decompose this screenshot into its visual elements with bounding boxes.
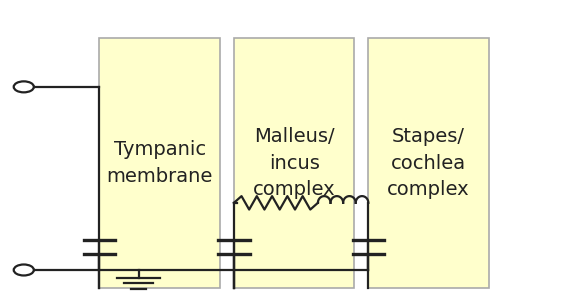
Text: Malleus/
incus
complex: Malleus/ incus complex <box>253 127 336 199</box>
Bar <box>234 38 354 288</box>
Text: Tympanic
membrane: Tympanic membrane <box>106 140 213 186</box>
Bar <box>100 38 220 288</box>
Bar <box>368 38 489 288</box>
Text: Stapes/
cochlea
complex: Stapes/ cochlea complex <box>387 127 470 199</box>
